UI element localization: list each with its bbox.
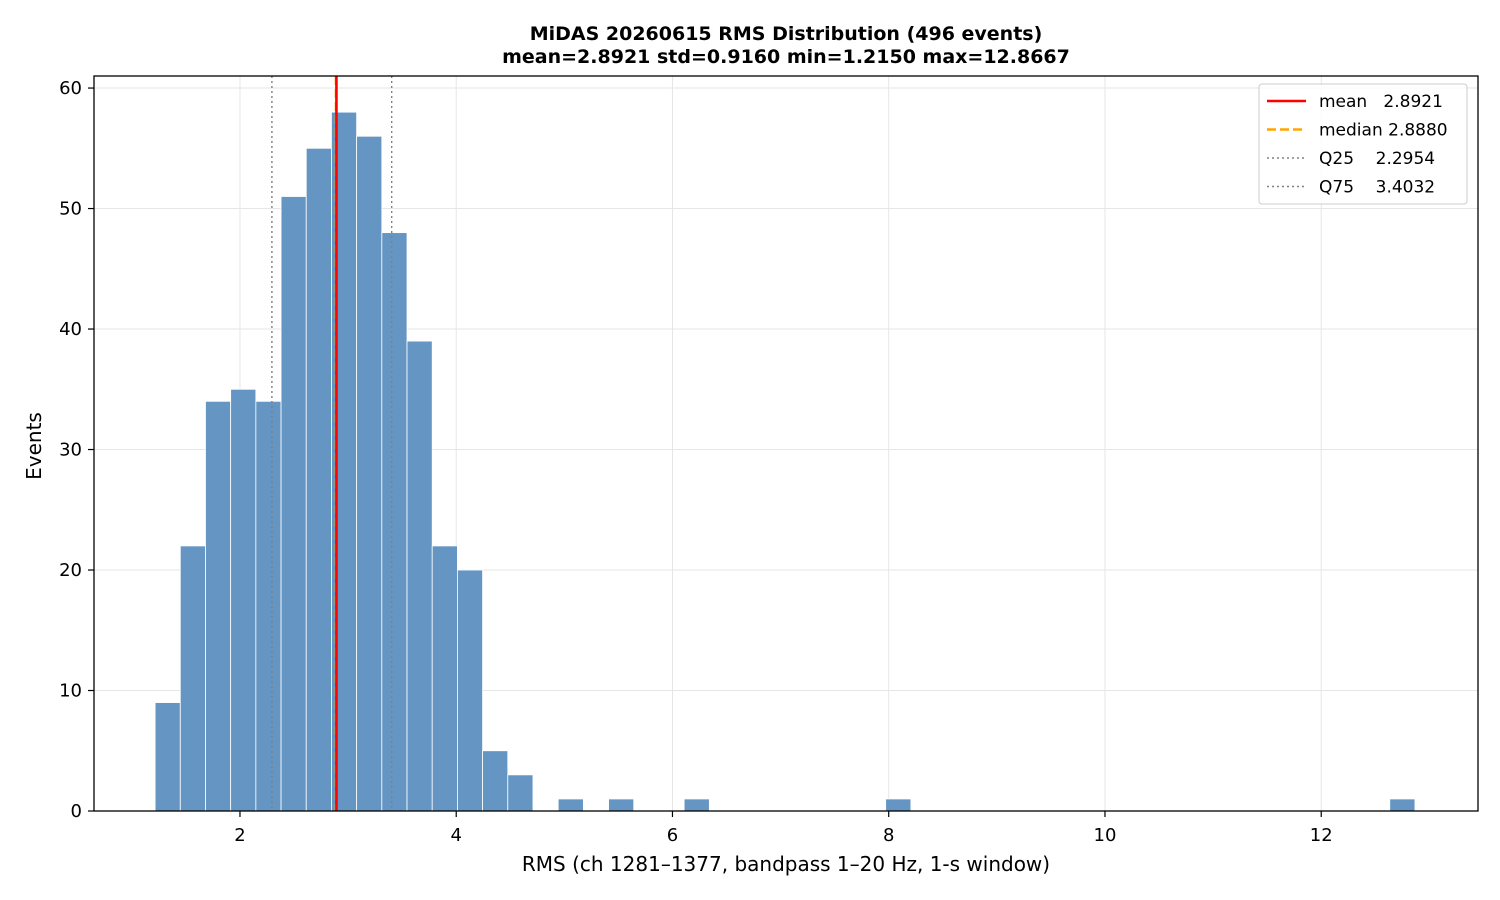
x-axis-label: RMS (ch 1281–1377, bandpass 1–20 Hz, 1-s… [522, 852, 1050, 876]
histogram-bar [406, 340, 433, 812]
y-tick-label-4: 40 [59, 319, 82, 340]
legend-label-0: mean 2.8921 [1319, 92, 1443, 112]
y-tick-label-3: 30 [59, 440, 82, 461]
histogram-bar [683, 798, 710, 812]
histogram-bar [255, 400, 282, 812]
histogram-bar [154, 702, 181, 812]
y-tick-label-1: 10 [59, 681, 82, 702]
ticks-layer: 2 4 6 8 10 12 0 10 20 30 40 50 60 [59, 78, 1333, 846]
histogram-bar [280, 196, 307, 812]
chart-title: MiDAS 20260615 RMS Distribution (496 eve… [530, 23, 1043, 45]
plot-frame [93, 75, 1479, 812]
histogram-bar [179, 545, 206, 812]
legend-label-1: median 2.8880 [1319, 121, 1448, 141]
y-tick-label-0: 0 [71, 801, 82, 822]
legend-box [1258, 83, 1468, 205]
x-tick-label-0: 2 [234, 825, 245, 846]
x-tick-label-5: 12 [1310, 825, 1333, 846]
legend-label-3: Q75 3.4032 [1319, 178, 1435, 198]
x-tick-label-3: 8 [883, 825, 894, 846]
x-tick-label-1: 4 [450, 825, 461, 846]
histogram-bar [507, 774, 534, 812]
y-tick-label-5: 50 [59, 199, 82, 220]
x-tick-label-4: 10 [1094, 825, 1117, 846]
histogram-bar [205, 400, 232, 812]
histogram-bar [482, 750, 509, 812]
histogram-bar [381, 232, 408, 812]
histogram-bar [305, 147, 332, 812]
histogram-bar [1389, 798, 1416, 812]
histogram-bar [457, 569, 483, 812]
y-tick-label-6: 60 [59, 78, 82, 99]
histogram-bar [885, 798, 912, 812]
bars-layer [154, 111, 1416, 812]
histogram-bar [608, 798, 635, 812]
y-axis-label: Events [22, 412, 46, 480]
chart-subtitle: mean=2.8921 std=0.9160 min=1.2150 max=12… [502, 46, 1070, 68]
legend: mean 2.8921 median 2.8880 Q25 2.2954 Q75 3.… [1258, 83, 1468, 205]
histogram-bar [230, 388, 257, 812]
reference-lines-layer [271, 76, 393, 811]
y-tick-label-2: 20 [59, 560, 82, 581]
histogram-bar [431, 545, 458, 812]
histogram-bar [356, 135, 383, 812]
legend-label-2: Q25 2.2954 [1319, 149, 1435, 169]
histogram-bar [557, 798, 584, 812]
x-tick-label-2: 6 [667, 825, 678, 846]
